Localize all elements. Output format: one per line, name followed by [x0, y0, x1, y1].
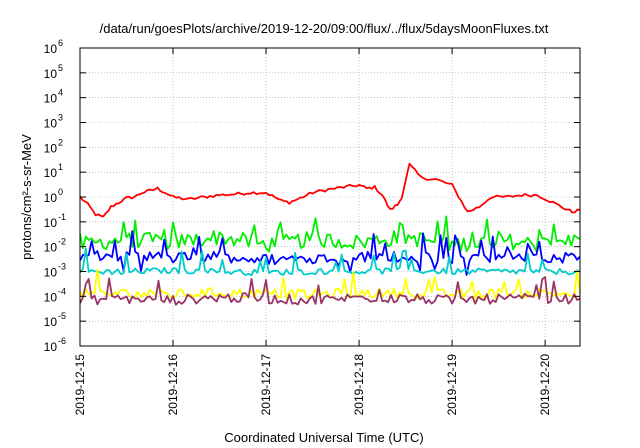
x-tick-label: 2019-12-16	[166, 354, 180, 416]
x-axis-ticks: 2019-12-15 2019-12-16 2019-12-17 2019-12-18…	[73, 48, 552, 415]
y-tick-exponent: 0	[58, 187, 63, 197]
y-tick-exponent: -1	[58, 212, 66, 222]
y-tick-exponent: -5	[58, 311, 66, 321]
y-tick-exponent: 2	[58, 137, 63, 147]
y-tick-exponent: 5	[58, 63, 63, 73]
plot-series	[79, 162, 581, 306]
y-tick-exponent: -4	[58, 286, 66, 296]
y-tick-label: 10	[44, 117, 58, 131]
y-tick-exponent: 4	[58, 88, 63, 98]
y-tick-label: 10	[44, 266, 58, 280]
y-tick-label: 10	[44, 290, 58, 304]
series-line	[79, 230, 581, 276]
y-tick-label: 10	[44, 241, 58, 255]
y-axis-label: protons/cm²-s-sr-MeV	[19, 134, 34, 260]
y-tick-label: 10	[44, 92, 58, 106]
series-line	[79, 268, 581, 300]
y-tick-exponent: -3	[58, 262, 66, 272]
x-tick-label: 2019-12-17	[259, 354, 273, 416]
series-line	[79, 162, 581, 218]
y-tick-label: 10	[44, 216, 58, 230]
y-axis-ticks: 10 -610 -510 -410 -310 -210 -110 010 110 210 310 41…	[44, 38, 580, 354]
y-tick-exponent: 3	[58, 113, 63, 123]
y-tick-exponent: -2	[58, 237, 66, 247]
x-tick-label: 2019-12-20	[538, 354, 552, 416]
chart-title: /data/run/goesPlots/archive/2019-12-20/0…	[100, 21, 549, 36]
y-tick-exponent: 1	[58, 162, 63, 172]
y-tick-exponent: -6	[58, 336, 66, 346]
y-tick-label: 10	[44, 141, 58, 155]
y-tick-exponent: 6	[58, 38, 63, 48]
series-line	[79, 276, 581, 306]
y-tick-label: 10	[44, 191, 58, 205]
series-line	[79, 215, 581, 253]
y-tick-label: 10	[44, 42, 58, 56]
x-tick-label: 2019-12-19	[445, 354, 459, 416]
y-tick-label: 10	[44, 67, 58, 81]
y-tick-label: 10	[44, 340, 58, 354]
series-line	[79, 247, 581, 277]
x-tick-label: 2019-12-15	[73, 354, 87, 416]
x-axis-label: Coordinated Universal Time (UTC)	[224, 430, 423, 445]
x-tick-label: 2019-12-18	[352, 354, 366, 416]
y-tick-label: 10	[44, 166, 58, 180]
y-tick-label: 10	[44, 315, 58, 329]
